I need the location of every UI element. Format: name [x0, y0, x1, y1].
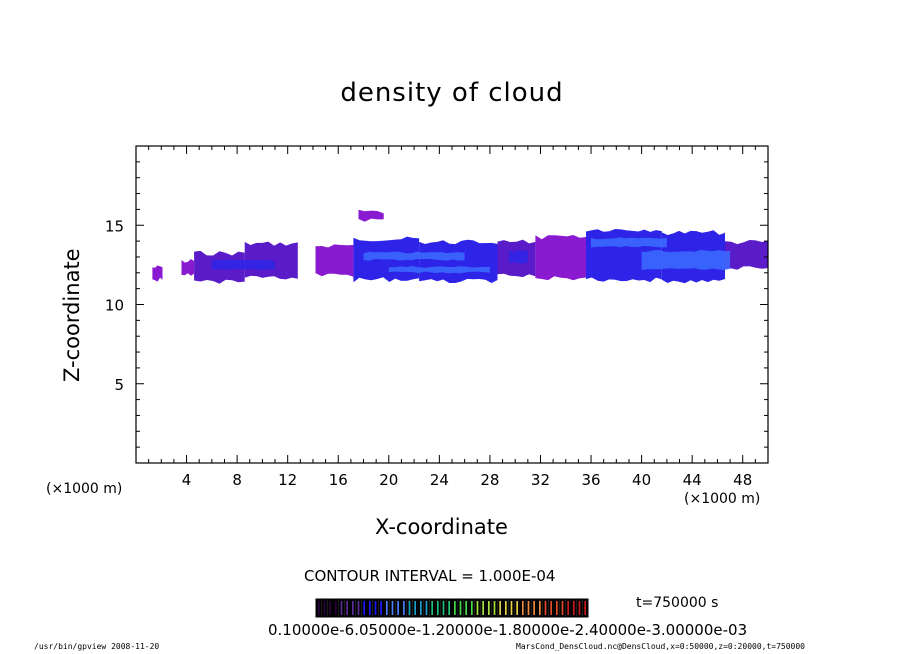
x-tick-label: 20: [379, 471, 398, 489]
cloud-contour-region: [181, 259, 195, 276]
colorbar: [315, 598, 589, 618]
cloud-contour-region: [725, 240, 768, 270]
colorbar-color-stripe: [499, 601, 502, 615]
colorbar-color-stripe: [527, 601, 530, 615]
colorbar-color-stripe: [442, 601, 445, 615]
x-tick-labels: 4 8 12 16 20 24 28 32 36 40 44 48: [182, 471, 752, 489]
colorbar-color-stripe: [521, 601, 524, 615]
colorbar-color-stripe: [572, 601, 575, 615]
colorbar-color-stripe: [448, 601, 451, 615]
colorbar-color-stripe: [346, 601, 349, 615]
x-tick-label: 40: [632, 471, 651, 489]
colorbar-color-stripe: [510, 601, 513, 615]
colorbar-color-stripe: [487, 601, 490, 615]
colorbar-color-stripe: [431, 601, 434, 615]
footer-program-date: /usr/bin/gpview 2008-11-20: [34, 642, 160, 651]
colorbar-color-stripe: [374, 601, 377, 615]
x-tick-label: 8: [232, 471, 242, 489]
x-tick-label: 44: [683, 471, 702, 489]
cloud-contour-region: [535, 235, 586, 281]
x-tick-label: 48: [733, 471, 752, 489]
colorbar-color-stripe: [391, 601, 394, 615]
colorbar-color-stripe: [504, 601, 507, 615]
axis-ticks: [136, 146, 768, 463]
colorbar-color-stripe: [584, 601, 587, 615]
y-tick-label: 10: [105, 297, 124, 315]
colorbar-color-stripe: [414, 601, 417, 615]
colorbar-tick-labels: 0.10000e-6.05000e-1.20000e-1.80000e-2.40…: [268, 621, 748, 639]
colorbar-color-stripe: [533, 601, 536, 615]
colorbar-color-stripe: [453, 601, 456, 615]
colorbar-color-stripe: [493, 601, 496, 615]
cloud-core-streak: [363, 251, 465, 261]
y-tick-labels: 5 10 15: [105, 217, 124, 394]
x-unit-label-right: (×1000 m): [684, 491, 761, 507]
colorbar-color-stripe: [544, 601, 547, 615]
colorbar-color-stripe: [402, 601, 405, 615]
time-label: t=750000 s: [636, 595, 719, 611]
colorbar-color-stripe: [465, 601, 468, 615]
colorbar-color-stripe: [419, 601, 422, 615]
colorbar-color-stripe: [317, 601, 320, 615]
colorbar-color-stripe: [578, 601, 581, 615]
colorbar-color-stripe: [567, 601, 570, 615]
chart-title: density of cloud: [340, 78, 564, 108]
colorbar-color-stripe: [329, 601, 332, 615]
cloud-core-streak: [641, 250, 731, 271]
contour-interval-label: CONTOUR INTERVAL = 1.000E-04: [304, 567, 556, 585]
colorbar-color-stripe: [334, 601, 337, 615]
colorbar-color-stripe: [357, 601, 360, 615]
colorbar-color-stripe: [470, 601, 473, 615]
x-tick-label: 24: [430, 471, 449, 489]
y-axis-label: Z-coordinate: [60, 248, 84, 382]
y-tick-label: 15: [105, 217, 124, 235]
cloud-core-streak: [508, 250, 528, 264]
colorbar-color-stripe: [368, 601, 371, 615]
colorbar-color-stripe: [516, 601, 519, 615]
colorbar-color-stripe: [397, 601, 400, 615]
plot-frame: [135, 145, 769, 464]
colorbar-color-stripe: [323, 601, 326, 615]
colorbar-frame: [315, 598, 589, 618]
colorbar-color-stripe: [555, 601, 558, 615]
x-tick-label: 36: [581, 471, 600, 489]
colorbar-color-stripe: [436, 601, 439, 615]
colorbar-color-stripe: [482, 601, 485, 615]
cloud-contour-region: [315, 244, 354, 277]
colorbar-color-stripe: [363, 601, 366, 615]
colorbar-color-stripe: [476, 601, 479, 615]
cloud-core-streak: [388, 266, 490, 274]
cloud-contour-region: [419, 239, 498, 283]
colorbar-color-stripe: [385, 601, 388, 615]
x-unit-label-left: (×1000 m): [46, 481, 123, 497]
colorbar-color-stripe: [351, 601, 354, 615]
x-tick-label: 4: [182, 471, 192, 489]
cloud-contour-region: [152, 265, 163, 282]
x-axis-label: X-coordinate: [375, 515, 508, 539]
colorbar-color-stripe: [340, 601, 343, 615]
cloud-core-streak: [591, 237, 667, 248]
colorbar-color-stripe: [408, 601, 411, 615]
colorbar-color-stripe: [550, 601, 553, 615]
cloud-contour-region: [358, 209, 384, 222]
colorbar-color-stripe: [561, 601, 564, 615]
colorbar-color-stripe: [380, 601, 383, 615]
x-tick-label: 16: [329, 471, 348, 489]
cloud-contours: [152, 209, 768, 284]
y-tick-label: 5: [114, 376, 124, 394]
colorbar-color-stripe: [538, 601, 541, 615]
x-tick-label: 28: [480, 471, 499, 489]
colorbar-color-stripe: [425, 601, 428, 615]
footer-data-source: MarsCond_DensCloud.nc@DensCloud,x=0:5000…: [516, 642, 805, 651]
x-tick-label: 12: [278, 471, 297, 489]
colorbar-color-stripe: [459, 601, 462, 615]
x-tick-label: 32: [531, 471, 550, 489]
cloud-core-streak: [211, 259, 275, 270]
